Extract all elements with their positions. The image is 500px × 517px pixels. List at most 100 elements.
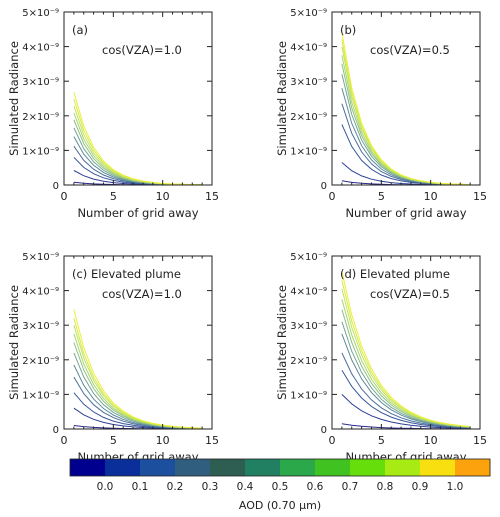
y-axis-label: Simulated Radiance (275, 285, 289, 400)
y-tick-label: 3×10⁻⁹ (22, 77, 59, 88)
chart-panel-2: 0 5 10 1501×10⁻⁹2×10⁻⁹3×10⁻⁹4×10⁻⁹5×10⁻⁹Num… (7, 252, 219, 464)
x-tick-label: 5 (378, 190, 385, 203)
x-tick-label: 15 (473, 190, 487, 203)
series-line-aod-6 (73, 342, 203, 429)
colorbar-frame (69, 458, 491, 477)
panel-annotation: cos(VZA)=0.5 (370, 287, 450, 301)
y-axis-label: Simulated Radiance (275, 41, 289, 156)
colorbar-segment (245, 459, 281, 476)
series-line-aod-7 (341, 299, 471, 428)
panel-label: (c) Elevated plume (72, 267, 181, 281)
panel-label: (b) (340, 23, 356, 37)
chart-panel-0: 0 5 10 15 0 1×10⁻⁹ 2×10⁻⁹ 3×10⁻⁹ 4×10⁻⁹ 5×10⁻⁹ Num… (7, 8, 219, 220)
x-tick-label: 10 (156, 434, 170, 447)
y-axis-label: Simulated Radiance (7, 285, 21, 400)
plot-frame (63, 255, 213, 430)
series-line-aod-10 (73, 309, 203, 429)
colorbar-segment (70, 459, 106, 476)
x-tick-label: 15 (205, 190, 219, 203)
chart-panel-1: 0 5 10 15 0 1×10⁻⁹ 2×10⁻⁹ 3×10⁻⁹ 4×10⁻⁹ 5×10⁻⁹ Num… (275, 8, 487, 220)
y-tick-label: 5×10⁻⁹ (22, 252, 59, 263)
y-tick-label: 1×10⁻⁹ (290, 390, 327, 401)
colorbar-segment (210, 459, 246, 476)
y-tick-label: 2×10⁻⁹ (22, 112, 59, 123)
x-tick-label: 10 (424, 190, 438, 203)
x-tick-label: 5 (110, 434, 117, 447)
series-line-aod-7 (73, 333, 203, 429)
x-tick-label: 5 (378, 434, 385, 447)
colorbar-segment (455, 459, 491, 476)
x-tick-label: 0 (61, 434, 68, 447)
series-line-aod-8 (341, 46, 471, 186)
y-tick-label: 2×10⁻⁹ (290, 112, 327, 123)
x-tick-label: 5 (110, 190, 117, 203)
colorbar-tick-label: 0.0 (97, 481, 114, 493)
colorbar-tick-label: 1.0 (447, 481, 464, 493)
colorbar-tick-label: 0.8 (377, 481, 394, 493)
colorbar-tick-label: 0.9 (412, 481, 429, 493)
colorbar-tick-label: 0.5 (272, 481, 289, 493)
series-line-aod-10 (341, 271, 471, 427)
y-tick-label: 1×10⁻⁹ (290, 146, 327, 157)
series-line-aod-4 (341, 87, 471, 186)
colorbar-tick-label: 0.2 (167, 481, 184, 493)
panel-annotation: cos(VZA)=0.5 (370, 43, 450, 57)
y-axis-label: Simulated Radiance (7, 41, 21, 156)
y-tick-label: 4×10⁻⁹ (290, 43, 327, 54)
x-tick-label: 15 (473, 434, 487, 447)
y-tick-label: 5×10⁻⁹ (290, 8, 327, 19)
series-group (341, 32, 471, 186)
y-tick-label: 5×10⁻⁹ (290, 252, 327, 263)
series-group (73, 309, 203, 430)
series-group (73, 92, 203, 186)
y-tick-label: 0 (53, 181, 59, 192)
x-axis-label: Number of grid away (77, 206, 198, 220)
colorbar-segment (175, 459, 211, 476)
colorbar-segment (420, 459, 456, 476)
series-group (341, 271, 471, 430)
y-tick-label: 0 (321, 425, 327, 436)
y-tick-label: 3×10⁻⁹ (290, 77, 327, 88)
series-line-aod-10 (73, 92, 203, 186)
colorbar-tick-label: 0.1 (132, 481, 149, 493)
series-line-aod-5 (73, 352, 203, 429)
x-tick-label: 10 (156, 190, 170, 203)
y-tick-label: 4×10⁻⁹ (290, 287, 327, 298)
x-axis-label: Number of grid away (345, 206, 466, 220)
series-line-aod-5 (73, 127, 203, 186)
colorbar-segment (315, 459, 351, 476)
x-tick-label: 15 (205, 434, 219, 447)
colorbar-segment (140, 459, 176, 476)
plot-frame (63, 11, 213, 186)
x-tick-label: 0 (329, 190, 336, 203)
x-tick-label: 0 (329, 434, 336, 447)
y-tick-label: 0 (53, 425, 59, 436)
panel-annotation: cos(VZA)=1.0 (102, 287, 182, 301)
y-tick-label: 3×10⁻⁹ (290, 321, 327, 332)
y-tick-label: 5×10⁻⁹ (22, 8, 59, 19)
chart-panel-3: 0 5 10 1501×10⁻⁹2×10⁻⁹3×10⁻⁹4×10⁻⁹5×10⁻⁹Num… (275, 252, 487, 464)
panel-label: (d) Elevated plume (340, 267, 450, 281)
colorbar-tick-label: 0.3 (202, 481, 219, 493)
series-line-aod-2 (341, 369, 471, 429)
colorbar-segment (385, 459, 421, 476)
series-line-aod-1 (341, 394, 471, 429)
y-tick-label: 4×10⁻⁹ (22, 43, 59, 54)
plot-frame (331, 11, 481, 186)
colorbar-tick-label: 0.6 (307, 481, 324, 493)
colorbar-segment (280, 459, 316, 476)
y-tick-label: 4×10⁻⁹ (22, 287, 59, 298)
series-line-aod-10 (341, 32, 471, 186)
y-tick-label: 1×10⁻⁹ (22, 146, 59, 157)
colorbar-label: AOD (0.70 μm) (239, 499, 321, 512)
y-tick-label: 3×10⁻⁹ (22, 321, 59, 332)
colorbar-tick-label: 0.4 (237, 481, 254, 493)
colorbar-segment (105, 459, 141, 476)
plot-frame (331, 255, 481, 430)
panel-annotation: cos(VZA)=1.0 (102, 43, 182, 57)
series-line-aod-9 (341, 39, 471, 186)
y-tick-label: 1×10⁻⁹ (22, 390, 59, 401)
aod-colorbar: 0.0 0.1 0.2 0.3 0.4 0.5 0.6 0.7 0.8 0.9 1.0 AOD (0.… (69, 458, 491, 512)
colorbar-segment (350, 459, 386, 476)
